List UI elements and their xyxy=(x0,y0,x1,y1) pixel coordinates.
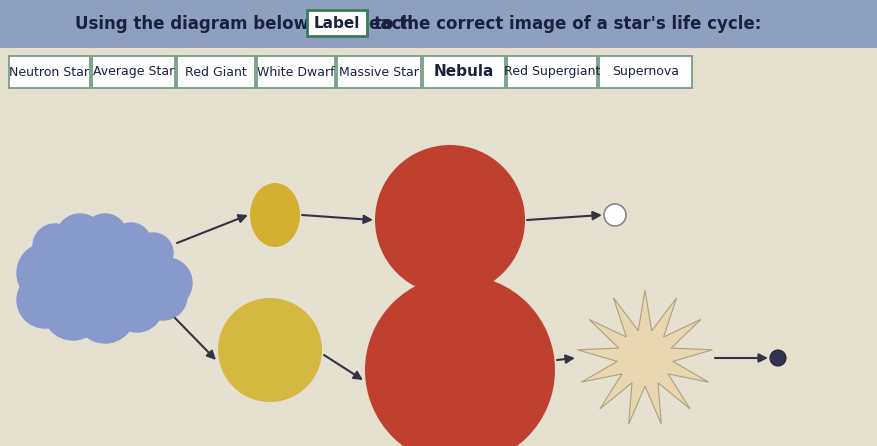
Circle shape xyxy=(769,350,785,366)
FancyBboxPatch shape xyxy=(307,10,367,36)
FancyBboxPatch shape xyxy=(598,56,691,88)
Bar xyxy=(0,48,877,446)
FancyBboxPatch shape xyxy=(337,56,420,88)
Circle shape xyxy=(83,214,127,258)
Text: Massive Star: Massive Star xyxy=(339,66,418,78)
Circle shape xyxy=(111,280,163,332)
FancyBboxPatch shape xyxy=(9,56,90,88)
Circle shape xyxy=(374,145,524,295)
Text: Label: Label xyxy=(313,16,360,30)
Circle shape xyxy=(33,224,77,268)
Text: Neutron Star: Neutron Star xyxy=(10,66,89,78)
Circle shape xyxy=(45,236,109,300)
Text: to the correct image of a star's life cycle:: to the correct image of a star's life cy… xyxy=(374,15,760,33)
Circle shape xyxy=(603,204,625,226)
Text: Average Star: Average Star xyxy=(93,66,174,78)
Circle shape xyxy=(56,214,103,262)
Circle shape xyxy=(139,272,187,320)
Circle shape xyxy=(17,272,73,328)
Circle shape xyxy=(17,243,77,303)
FancyBboxPatch shape xyxy=(506,56,596,88)
FancyBboxPatch shape xyxy=(92,56,175,88)
Circle shape xyxy=(115,245,171,301)
FancyBboxPatch shape xyxy=(423,56,504,88)
Circle shape xyxy=(217,298,322,402)
Text: White Dwarf: White Dwarf xyxy=(257,66,334,78)
Circle shape xyxy=(132,233,173,273)
Text: Supernova: Supernova xyxy=(611,66,678,78)
Polygon shape xyxy=(577,290,712,424)
Circle shape xyxy=(365,275,554,446)
Circle shape xyxy=(43,280,103,340)
Text: Nebula: Nebula xyxy=(433,65,494,79)
Text: Red Supergiant: Red Supergiant xyxy=(503,66,600,78)
Circle shape xyxy=(75,283,135,343)
Bar xyxy=(0,0,877,48)
FancyBboxPatch shape xyxy=(177,56,254,88)
Circle shape xyxy=(111,223,151,263)
Ellipse shape xyxy=(250,183,300,247)
Circle shape xyxy=(78,238,142,302)
Circle shape xyxy=(142,258,192,308)
Text: Using the diagram below, drag each: Using the diagram below, drag each xyxy=(75,15,413,33)
FancyBboxPatch shape xyxy=(257,56,335,88)
Text: Red Giant: Red Giant xyxy=(185,66,246,78)
